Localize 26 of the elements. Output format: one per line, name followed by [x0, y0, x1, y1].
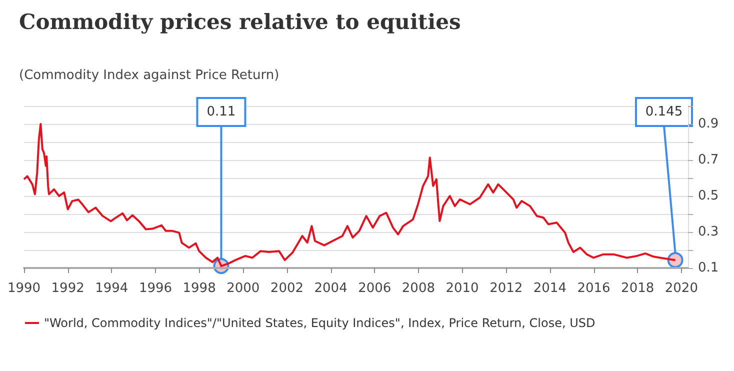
y-tick-label: 0.3 — [698, 224, 719, 240]
legend-label: "World, Commodity Indices"/"United States, Equity Indices", Index, Price Return, Close, USD — [44, 316, 596, 330]
y-tick-label: 0.7 — [698, 152, 719, 168]
x-tick-label: 2018 — [621, 281, 654, 296]
x-tick-label: 1994 — [95, 281, 128, 296]
x-tick-label: 2008 — [402, 281, 435, 296]
x-tick-label: 1996 — [138, 281, 172, 296]
x-tick-label: 2004 — [314, 281, 348, 296]
x-tick-label: 2014 — [533, 281, 566, 296]
y-tick-label: 0.1 — [698, 260, 719, 276]
annotation: 0.11 — [206, 104, 236, 120]
x-tick-label: 2010 — [446, 281, 479, 296]
chart-title: Commodity prices relative to equities — [19, 9, 461, 34]
x-tick-label: 2016 — [577, 281, 610, 296]
annotation: 0.145 — [645, 104, 683, 120]
x-tick-label: 1998 — [182, 281, 216, 296]
x-tick-label: 2012 — [490, 281, 523, 296]
x-tick-label: 1992 — [51, 281, 84, 296]
y-tick-label: 0.5 — [698, 188, 719, 204]
x-tick-label: 2020 — [664, 281, 698, 296]
chart-subtitle: (Commodity Index against Price Return) — [19, 68, 280, 83]
x-tick-label: 2006 — [358, 281, 392, 296]
y-tick-label: 0.9 — [698, 116, 719, 132]
x-tick-label: 1990 — [7, 281, 41, 296]
x-tick-label: 2002 — [270, 281, 304, 296]
x-tick-label: 2000 — [226, 281, 260, 296]
